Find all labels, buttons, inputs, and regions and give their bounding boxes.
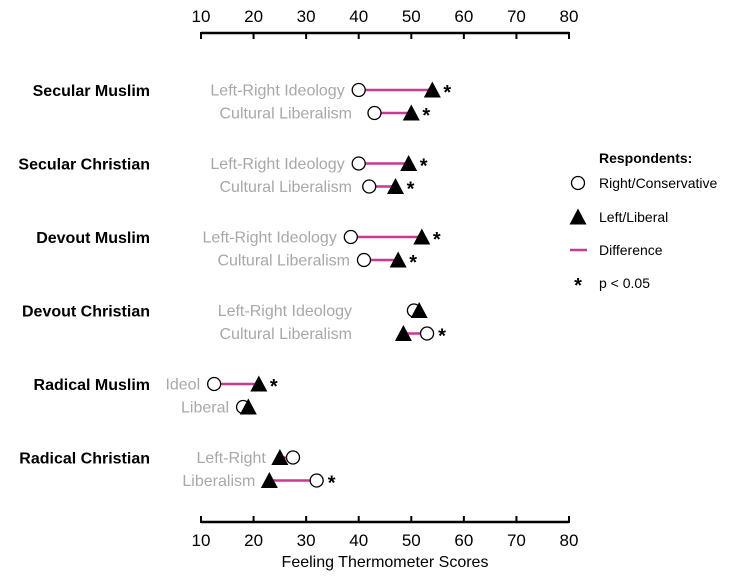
row-label: Liberalism xyxy=(182,473,255,490)
right-conservative-marker xyxy=(362,179,377,194)
row-label: Cultural Liberalism xyxy=(220,326,353,343)
right-conservative-marker xyxy=(367,105,382,121)
bottom-axis-tick-label: 40 xyxy=(349,531,368,550)
row-label: Liberal xyxy=(181,400,229,417)
left-liberal-marker xyxy=(400,155,418,171)
left-liberal-marker xyxy=(423,81,441,98)
legend-star-symbol: * xyxy=(574,275,582,297)
group-label: Devout Christian xyxy=(22,304,150,321)
top-axis-tick-label: 50 xyxy=(402,7,421,26)
left-liberal-marker xyxy=(239,398,257,415)
left-liberal-marker xyxy=(413,228,431,245)
left-liberal-marker xyxy=(389,251,407,268)
significance-star: * xyxy=(409,252,417,274)
group-secular-christian: Secular Christian Left-Right Ideology * Cul… xyxy=(18,155,428,201)
group-devout-christian: Devout Christian Left-Right Ideology Cultu… xyxy=(22,302,446,348)
group-devout-muslim: Devout Muslim Left-Right Ideology * Cultura… xyxy=(36,228,441,274)
bottom-axis-tick-label: 80 xyxy=(560,531,579,550)
legend-item-label: Difference xyxy=(599,242,663,258)
chart-groups: Secular Muslim Left-Right Ideology * Cultur… xyxy=(18,81,451,495)
bottom-axis-tick-label: 50 xyxy=(402,531,421,550)
left-liberal-marker xyxy=(387,178,405,194)
row-label: Ideol xyxy=(165,377,200,394)
legend-item-label: Right/Conservative xyxy=(599,175,717,191)
top-axis-tick-label: 40 xyxy=(349,7,368,26)
group-label: Secular Muslim xyxy=(33,83,150,100)
significance-star: * xyxy=(270,376,278,398)
top-axis-tick-label: 10 xyxy=(192,7,211,26)
row-label: Left-Right Ideology xyxy=(210,83,344,100)
row-label: Left-Right Ideology xyxy=(218,303,352,320)
row-label: Left-Right Ideology xyxy=(210,156,344,173)
group-secular-muslim: Secular Muslim Left-Right Ideology * Cultur… xyxy=(33,81,451,127)
significance-star: * xyxy=(443,82,451,104)
top-axis-tick-label: 30 xyxy=(297,7,316,26)
right-conservative-marker xyxy=(356,252,372,268)
left-liberal-marker xyxy=(394,325,412,341)
row-label: Cultural Liberalism xyxy=(217,253,350,270)
right-conservative-marker xyxy=(206,376,222,392)
right-conservative-marker xyxy=(351,156,366,171)
left-liberal-marker xyxy=(410,302,428,318)
bottom-axis-tick-label: 60 xyxy=(454,531,473,550)
group-label: Devout Muslim xyxy=(36,230,150,247)
group-radical-muslim: Radical Muslim Ideol * Liberal xyxy=(34,375,278,417)
row-label: Left-Right Ideology xyxy=(203,230,337,247)
significance-star: * xyxy=(438,326,446,348)
group-label: Radical Christian xyxy=(19,451,150,468)
right-conservative-marker xyxy=(351,82,366,98)
group-label: Secular Christian xyxy=(18,157,150,174)
legend-triangle-symbol xyxy=(569,208,587,225)
group-radical-christian: Radical Christian Left-Right Liberalism * xyxy=(19,449,336,495)
legend-circle-symbol xyxy=(570,175,586,191)
legend-item-label: p < 0.05 xyxy=(599,275,650,291)
legend-title: Respondents: xyxy=(599,150,692,166)
top-axis-tick-label: 80 xyxy=(560,7,579,26)
left-liberal-marker xyxy=(250,375,268,392)
significance-star: * xyxy=(433,229,441,251)
legend-item-label: Left/Liberal xyxy=(599,209,668,225)
left-liberal-marker xyxy=(402,104,420,121)
significance-star: * xyxy=(328,473,336,495)
x-axis-title: Feeling Thermometer Scores xyxy=(282,554,489,571)
left-liberal-marker xyxy=(271,449,289,465)
axes: 10 20 30 40 50 60 70 80 10 20 30 40 50 60 70 80 Feeling … xyxy=(192,7,579,571)
top-axis-tick-label: 20 xyxy=(244,7,263,26)
row-label: Cultural Liberalism xyxy=(220,106,353,123)
row-label: Left-Right xyxy=(196,450,266,467)
right-conservative-marker xyxy=(285,450,301,465)
significance-star: * xyxy=(407,179,415,201)
top-axis-tick-label: 70 xyxy=(507,7,526,26)
legend: Respondents: Right/Conservative Left/Liber… xyxy=(569,150,717,297)
bottom-axis-tick-label: 10 xyxy=(192,531,211,550)
right-conservative-marker xyxy=(343,229,358,245)
row-label: Cultural Liberalism xyxy=(220,179,353,196)
group-label: Radical Muslim xyxy=(34,377,150,394)
bottom-axis-tick-label: 30 xyxy=(297,531,316,550)
bottom-axis-tick-label: 20 xyxy=(244,531,263,550)
significance-star: * xyxy=(420,156,428,178)
top-axis-tick-label: 60 xyxy=(454,7,473,26)
significance-star: * xyxy=(422,105,430,127)
right-conservative-marker xyxy=(309,473,324,488)
right-conservative-marker xyxy=(419,326,435,341)
bottom-axis-tick-label: 70 xyxy=(507,531,526,550)
left-liberal-marker xyxy=(260,472,278,488)
